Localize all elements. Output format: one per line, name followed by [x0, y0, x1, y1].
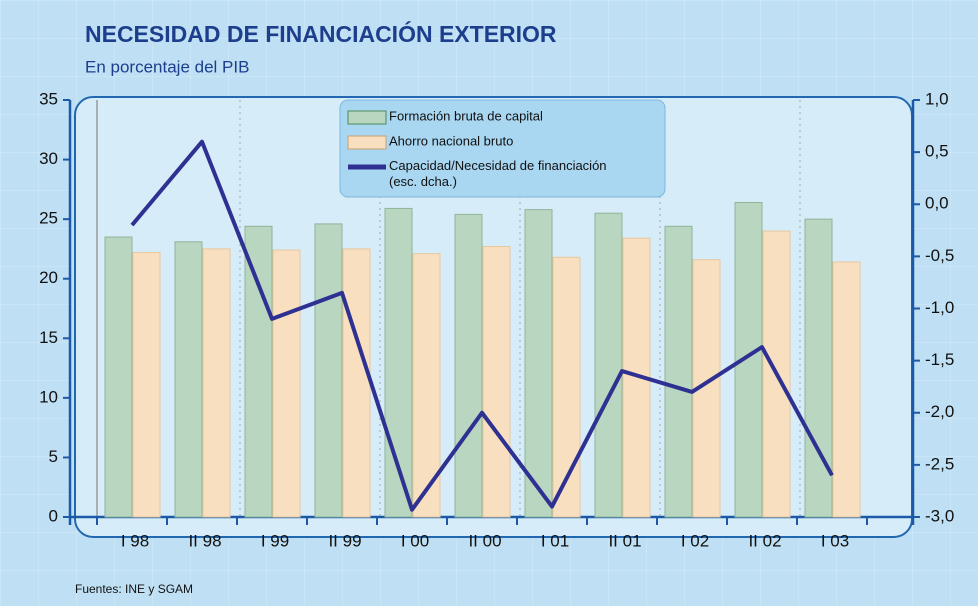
- y2-tick-label: -0,5: [925, 246, 954, 265]
- bar: [482, 246, 511, 518]
- y2-tick-label: 1,0: [925, 89, 949, 108]
- y2-tick-label: -1,5: [925, 350, 954, 369]
- bar: [804, 218, 833, 518]
- bar: [552, 256, 581, 518]
- y-tick-label: 30: [39, 149, 58, 168]
- legend-label: Ahorro nacional bruto: [389, 133, 513, 148]
- bar: [832, 261, 861, 518]
- bar: [664, 225, 693, 518]
- bar: [412, 253, 441, 518]
- bar: [174, 241, 203, 518]
- legend-label: Capacidad/Necesidad de financiación (esc.…: [389, 158, 607, 189]
- bar: [132, 252, 161, 518]
- x-tick-label: I 99: [261, 531, 289, 550]
- y-tick-label: 10: [39, 387, 58, 406]
- x-tick-label: I 02: [681, 531, 709, 550]
- x-tick-label: I 01: [541, 531, 569, 550]
- x-tick-label: II 99: [328, 531, 361, 550]
- x-tick-label: II 98: [188, 531, 221, 550]
- chart-title: NECESIDAD DE FINANCIACIÓN EXTERIOR: [85, 20, 557, 47]
- bar: [524, 209, 553, 518]
- y-tick-label: 5: [49, 447, 58, 466]
- bar: [454, 213, 483, 518]
- y2-tick-label: 0,0: [925, 194, 949, 213]
- bar: [272, 249, 301, 518]
- legend-swatch: [347, 110, 387, 125]
- bar: [342, 248, 371, 518]
- chart-subtitle: En porcentaje del PIB: [85, 57, 249, 76]
- y-tick-label: 20: [39, 268, 58, 287]
- y-tick-label: 25: [39, 209, 58, 228]
- y2-tick-label: -2,0: [925, 402, 954, 421]
- x-tick-label: II 00: [468, 531, 501, 550]
- y-tick-label: 0: [49, 506, 58, 525]
- bar: [104, 236, 133, 518]
- legend-label: Formación bruta de capital: [389, 108, 543, 123]
- line-series: [130, 139, 834, 512]
- source: Fuentes: INE y SGAM: [75, 582, 193, 596]
- bar: [314, 223, 343, 518]
- x-tick-label: I 00: [401, 531, 429, 550]
- y-tick-label: 15: [39, 328, 58, 347]
- bar: [594, 212, 623, 518]
- y2-tick-label: -3,0: [925, 506, 954, 525]
- y2-tick-label: 0,5: [925, 142, 949, 161]
- y-tick-label: 35: [39, 89, 58, 108]
- x-tick-label: I 98: [121, 531, 149, 550]
- bar: [202, 248, 231, 518]
- y2-tick-label: -2,5: [925, 454, 954, 473]
- bar: [244, 225, 273, 518]
- x-tick-label: II 01: [608, 531, 641, 550]
- x-tick-label: II 02: [748, 531, 781, 550]
- legend-box: [339, 99, 666, 198]
- x-tick-label: I 03: [821, 531, 849, 550]
- y2-tick-label: -1,0: [925, 298, 954, 317]
- legend-swatch: [347, 135, 387, 150]
